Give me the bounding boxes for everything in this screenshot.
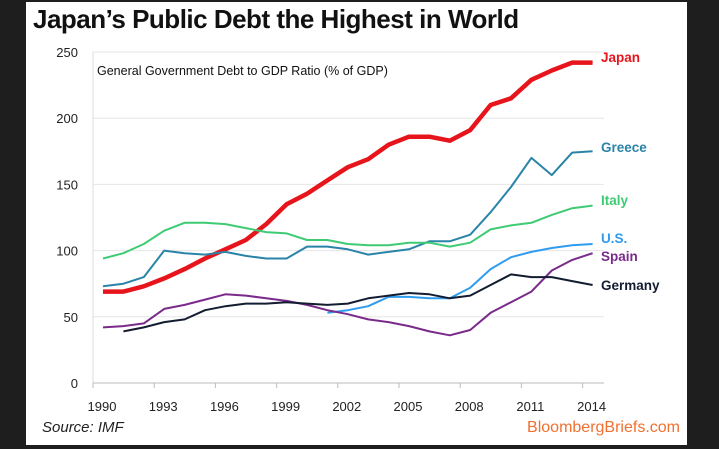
x-tick-label: 1996 (210, 399, 239, 414)
chart-title: Japan’s Public Debt the Highest in World (33, 4, 519, 34)
series-label: Germany (601, 278, 660, 293)
series-label: U.S. (601, 231, 627, 246)
y-tick-label: 100 (56, 244, 78, 259)
series-label: Spain (601, 249, 638, 264)
y-tick-label: 50 (64, 310, 78, 325)
series-line-greece (102, 150, 593, 288)
series-line-us (327, 243, 593, 314)
y-tick-label: 0 (71, 376, 78, 391)
x-tick-label: 1993 (149, 399, 178, 414)
brand-watermark: BloombergBriefs.com (527, 419, 680, 436)
series-line-italy (102, 204, 593, 260)
x-tick-label: 1999 (271, 399, 300, 414)
x-tick-label: 2002 (332, 399, 361, 414)
x-tick-label: 2008 (455, 399, 484, 414)
y-tick-label: 150 (56, 177, 78, 192)
x-tick-label: 1990 (88, 399, 117, 414)
series-line-germany (123, 273, 593, 333)
series-label: Italy (601, 193, 629, 208)
chart-panel (26, 2, 687, 445)
y-tick-label: 200 (56, 111, 78, 126)
y-tick-label: 250 (56, 45, 78, 60)
x-tick-label: 2005 (394, 399, 423, 414)
series-label: Greece (601, 140, 647, 155)
series-line-spain (102, 252, 593, 337)
series-line-japan (103, 60, 593, 294)
x-tick-label: 2014 (577, 399, 606, 414)
chart-subtitle: General Government Debt to GDP Ratio (% … (97, 64, 388, 78)
x-tick-label: 2011 (516, 399, 544, 414)
series-label: Japan (601, 50, 640, 65)
source-note: Source: IMF (42, 419, 125, 436)
